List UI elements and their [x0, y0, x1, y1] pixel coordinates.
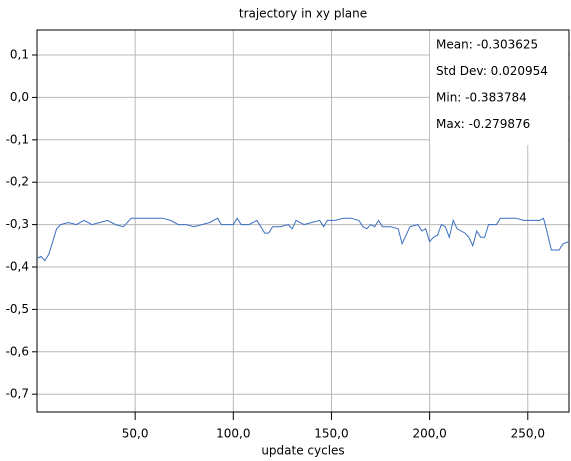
- y-tick-label: -0,3: [6, 217, 29, 231]
- stats-text: Max: -0.279876: [436, 117, 530, 131]
- x-tick-label: 200,0: [412, 427, 446, 441]
- x-axis-label: update cycles: [261, 444, 344, 458]
- y-tick-label: -0,5: [6, 302, 29, 316]
- x-tick-label: 250,0: [511, 427, 545, 441]
- y-tick-label: -0,6: [6, 344, 29, 358]
- y-tick-label: -0,2: [6, 175, 29, 189]
- y-tick-label: 0,1: [10, 48, 29, 62]
- chart-title: trajectory in xy plane: [239, 7, 367, 21]
- y-tick-label: -0,4: [6, 260, 29, 274]
- stats-text: Mean: -0.303625: [436, 38, 538, 52]
- stats-text: Min: -0.383784: [436, 91, 527, 105]
- stats-text: Std Dev: 0.020954: [436, 64, 548, 78]
- y-tick-label: 0,0: [10, 90, 29, 104]
- y-tick-label: -0,7: [6, 387, 29, 401]
- y-tick-label: -0,1: [6, 132, 29, 146]
- x-tick-label: 100,0: [216, 427, 250, 441]
- x-tick-label: 150,0: [314, 427, 348, 441]
- stats-box: [430, 31, 568, 145]
- x-tick-label: 50,0: [122, 427, 149, 441]
- data-line: [36, 217, 570, 262]
- plot-frame: [36, 29, 570, 413]
